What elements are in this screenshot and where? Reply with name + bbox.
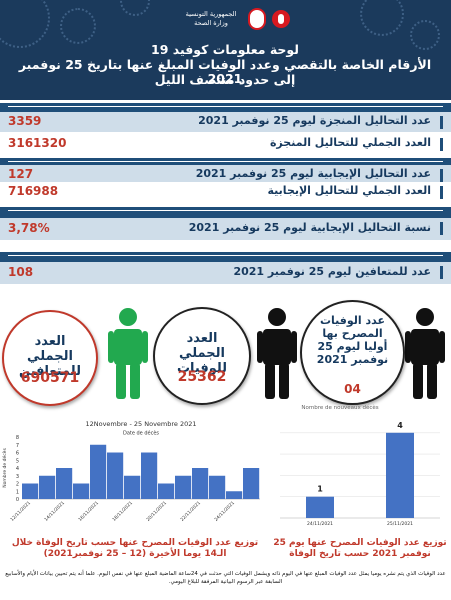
virus-decoration-icon	[410, 20, 440, 50]
chart1-y-tick-label: 5	[16, 458, 19, 464]
chart1-bar	[141, 452, 158, 499]
recovered-total-label: العدد الجملي للمتعافين	[19, 334, 81, 379]
ministry-logo-icon	[272, 10, 290, 28]
stat-label: عدد التحاليل المنجزة ليوم 25 نوفمبر 2021	[198, 114, 431, 127]
stat-label: عدد للمتعافين ليوم 25 نوفمبر 2021	[233, 265, 431, 278]
chart1-x-tick-label: 14/11/2021	[43, 500, 66, 523]
chart2-caption: توزيع عدد الوفيات المصرح عنها يوم 25 نوف…	[273, 538, 447, 559]
chart1-x-tick-label: 12/11/2021	[9, 500, 32, 523]
chart1-bar	[90, 444, 107, 499]
chart1-bar	[175, 475, 192, 499]
header-title-line-1: لوحة معلومات كوفيد 19	[151, 42, 299, 57]
chart1-x-axis-label: Date de décès	[123, 430, 159, 437]
chart1-x-tick-label: 22/11/2021	[179, 500, 202, 523]
chart2-data-label: 4	[397, 421, 403, 430]
chart1-bar	[124, 475, 141, 499]
footnote: عدد الوفيات الذي يتم نشره يوميا يمثل عدد…	[5, 571, 446, 585]
stat-label: العدد الجملي للتحاليل الإيجابية	[267, 184, 431, 197]
virus-decoration-icon	[0, 0, 50, 48]
deaths-reported-circle: عدد الوفيات المصرح بها أوليا ليوم 25 نوف…	[300, 300, 405, 405]
chart1-y-tick-label: 8	[16, 435, 19, 441]
black-person-icon	[257, 308, 297, 399]
stat-value: 3359	[8, 114, 42, 128]
stat-label: عدد التحاليل الإيجابية ليوم 25 نوفمبر 20…	[195, 167, 431, 180]
chart1-x-tick-label: 24/11/2021	[213, 500, 236, 523]
ministry-name: الجمهورية التونسية وزارة الصحة	[182, 10, 240, 28]
chart1-bar	[226, 491, 243, 499]
chart2-x-tick-label: 25/11/2021	[387, 521, 413, 527]
stat-value: 3161320	[8, 136, 67, 150]
chart1-y-tick-label: 6	[16, 451, 19, 457]
chart1-y-tick-label: 2	[16, 482, 19, 488]
chart1-y-tick-label: 3	[16, 474, 19, 480]
deaths-total-value: 25362	[177, 369, 227, 385]
recovered-total-circle: العدد الجملي للمتعافين 690571	[2, 310, 98, 406]
new-deaths-chart: Nombre de nouveaux décès 1 24/11/2021 4 25/1…	[280, 404, 440, 527]
stat-label: العدد الجملي للتحاليل المنجزة	[269, 136, 431, 149]
black-person-icon	[405, 308, 445, 399]
stat-row-tests-total: العدد الجملي للتحاليل المنجزة 3161320	[0, 134, 451, 154]
chart1-y-axis-label: Nombre de décès	[1, 448, 8, 488]
header-banner: الجمهورية التونسية وزارة الصحة لوحة معلو…	[0, 0, 451, 100]
tunisia-emblem-icon	[248, 8, 266, 30]
chart1-y-tick-label: 7	[16, 443, 19, 449]
virus-decoration-icon	[120, 0, 150, 16]
stat-value: 127	[8, 167, 34, 181]
stat-value: 108	[8, 265, 34, 279]
stat-row-positive-total: العدد الجملي للتحاليل الإيجابية 716988	[0, 182, 451, 202]
chart2-bar	[386, 432, 414, 518]
stat-label: نسبة التحاليل الإيجابية ليوم 25 نوفمبر 2…	[188, 221, 431, 234]
stat-row-positivity: نسبة التحاليل الإيجابية ليوم 25 نوفمبر 2…	[0, 218, 451, 240]
chart1-y-tick-label: 0	[16, 497, 19, 503]
deaths-by-date-chart: 12Novembre - 25 Novembre 2021 Nombre de d…	[1, 420, 260, 523]
green-person-icon	[108, 308, 148, 399]
stat-value: 716988	[8, 184, 59, 198]
stat-row-positive-day: عدد التحاليل الإيجابية ليوم 25 نوفمبر 20…	[0, 165, 451, 185]
ministry-line-1: الجمهورية التونسية	[185, 10, 237, 18]
chart1-bar	[192, 468, 209, 499]
chart1-title: 12Novembre - 25 Novembre 2021	[85, 420, 196, 428]
stat-value: 3,78%	[8, 221, 50, 235]
chart1-caption: توزيع عدد الوفيات المصرح عنها حسب تاريخ …	[11, 538, 259, 559]
chart1-bar	[22, 483, 39, 499]
chart1-bar	[243, 468, 260, 499]
row-marker	[440, 116, 443, 129]
virus-decoration-icon	[360, 0, 404, 36]
chart1-bar	[56, 468, 73, 499]
chart1-x-tick-label: 16/11/2021	[77, 500, 100, 523]
chart2-x-tick-label: 24/11/2021	[307, 521, 333, 527]
deaths-total-circle: العدد الجملي للوفيات 25362	[153, 307, 251, 405]
deaths-reported-value: 04	[344, 382, 361, 396]
deaths-reported-label: عدد الوفيات المصرح بها أوليا ليوم 25 نوف…	[316, 314, 389, 366]
stat-row-tests-day: عدد التحاليل المنجزة ليوم 25 نوفمبر 2021…	[0, 112, 451, 132]
chart2-bar	[306, 496, 334, 518]
section-divider	[8, 255, 443, 256]
chart1-y-tick-label: 4	[16, 466, 19, 472]
row-marker	[440, 266, 443, 279]
ministry-line-2: وزارة الصحة	[194, 19, 228, 27]
chart1-bar	[107, 452, 124, 499]
row-marker	[440, 169, 443, 182]
chart1-bar	[158, 483, 175, 499]
section-divider	[8, 106, 443, 107]
recovered-total-value: 690571	[20, 370, 80, 386]
header-title-line-3: إلى حدود منتصف الليل	[154, 72, 296, 87]
chart1-y-tick-label: 1	[16, 489, 19, 495]
row-marker	[440, 138, 443, 151]
virus-decoration-icon	[60, 8, 96, 44]
stat-row-recovered-day: عدد للمتعافين ليوم 25 نوفمبر 2021 108	[0, 262, 451, 284]
row-marker	[440, 186, 443, 199]
section-divider	[8, 210, 443, 211]
row-marker	[440, 222, 443, 235]
section-divider	[8, 161, 443, 162]
header-title-line-2: الأرقام الخاصة بالتقصي وعدد الوفيات المب…	[18, 57, 432, 86]
chart1-bar	[73, 483, 90, 499]
chart1-bar	[39, 475, 56, 499]
chart1-bar	[209, 475, 226, 499]
deaths-total-label: العدد الجملي للوفيات	[176, 331, 228, 376]
chart2-data-label: 1	[317, 485, 323, 494]
chart1-x-tick-label: 20/11/2021	[145, 500, 168, 523]
chart1-x-tick-label: 18/11/2021	[111, 500, 134, 523]
chart2-title: Nombre de nouveaux décès	[301, 404, 378, 411]
